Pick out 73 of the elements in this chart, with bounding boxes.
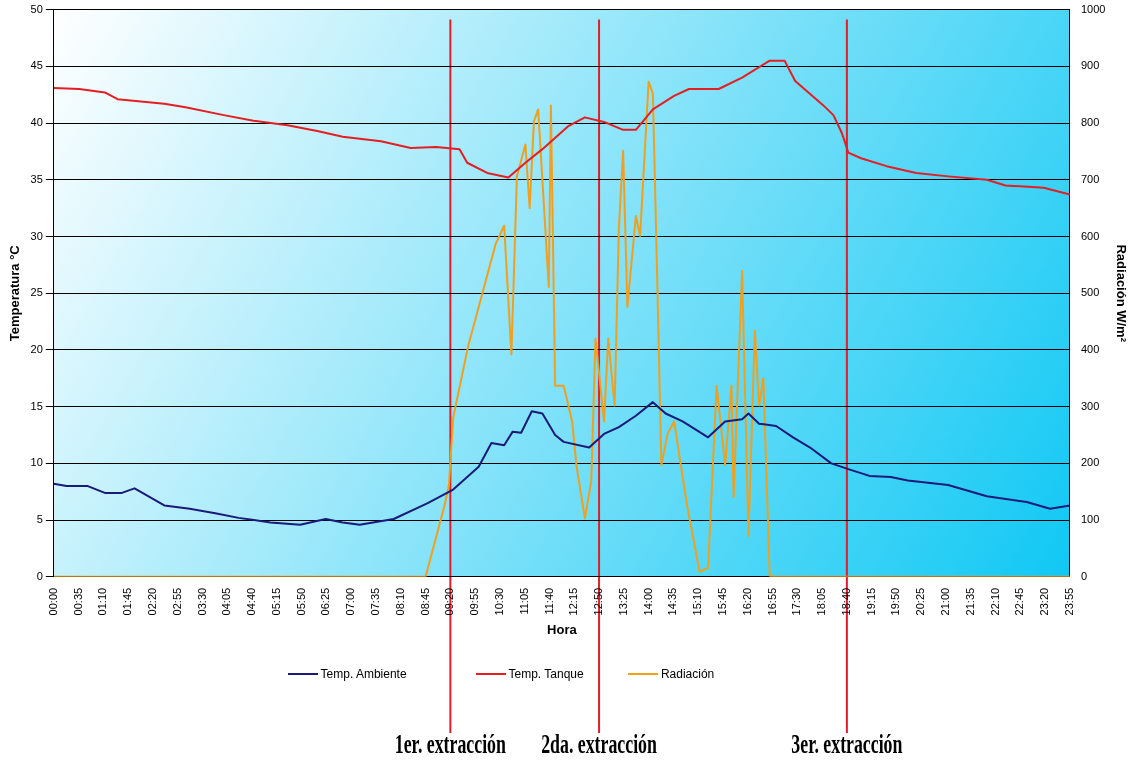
x-tick-label: 12:15 <box>567 587 580 616</box>
y-tick-label: 5 <box>36 513 43 526</box>
x-tick-label: 08:45 <box>418 587 431 616</box>
x-tick-label: 02:55 <box>170 587 183 616</box>
x-axis-title: Hora <box>547 621 578 637</box>
x-tick-label: 10:30 <box>492 587 505 616</box>
y2-tick-label: 900 <box>1080 59 1100 72</box>
x-tick-label: 09:20 <box>443 587 456 616</box>
y2-tick-label: 600 <box>1080 229 1100 242</box>
y-tick-label: 30 <box>30 229 43 242</box>
y2-tick-label: 800 <box>1080 116 1100 129</box>
y2-tick-label: 300 <box>1080 399 1100 412</box>
y2-tick-label: 100 <box>1080 513 1100 526</box>
x-tick-label: 16:55 <box>765 587 778 616</box>
x-tick-label: 09:55 <box>468 587 481 616</box>
x-tick-label: 14:00 <box>641 587 654 616</box>
x-tick-label: 18:05 <box>815 587 828 616</box>
x-tick-label: 01:10 <box>96 587 109 616</box>
x-tick-label: 05:15 <box>269 587 282 616</box>
x-tick-label: 23:55 <box>1062 587 1075 616</box>
ref-line-label: 1er. extracción <box>394 729 507 759</box>
x-tick-label: 14:35 <box>666 587 679 616</box>
x-tick-label: 04:40 <box>245 587 258 616</box>
y2-tick-label: 1000 <box>1080 2 1106 15</box>
x-tick-label: 11:40 <box>542 587 555 615</box>
x-tick-label: 21:35 <box>963 587 976 616</box>
x-tick-label: 12:50 <box>592 587 605 616</box>
x-tick-label: 11:05 <box>517 587 530 615</box>
x-tick-label: 04:05 <box>220 587 233 616</box>
x-tick-label: 15:10 <box>691 587 704 616</box>
x-tick-label: 19:15 <box>864 587 877 616</box>
x-tick-label: 01:45 <box>121 587 134 616</box>
y-tick-label: 40 <box>30 116 43 129</box>
y-tick-label: 15 <box>30 399 43 412</box>
x-tick-label: 02:20 <box>146 587 158 616</box>
x-tick-label: 19:50 <box>889 587 902 616</box>
x-tick-label: 08:10 <box>393 587 406 616</box>
legend-label: Temp. Ambiente <box>320 667 407 681</box>
x-tick-label: 03:30 <box>195 587 208 616</box>
y-tick-label: 50 <box>30 2 43 15</box>
y-axis-title: Temperatura °C <box>7 244 23 342</box>
y-tick-label: 10 <box>30 456 43 469</box>
y-tick-label: 20 <box>30 343 43 355</box>
legend-label: Temp. Tanque <box>508 667 584 681</box>
x-tick-label: 07:35 <box>369 587 382 616</box>
y2-tick-label: 500 <box>1080 286 1100 299</box>
y-tick-label: 35 <box>30 172 43 185</box>
y-tick-label: 25 <box>30 286 43 299</box>
x-tick-label: 05:50 <box>294 587 307 616</box>
x-tick-label: 20:25 <box>914 587 927 616</box>
y2-tick-label: 700 <box>1080 172 1100 185</box>
x-tick-label: 21:00 <box>939 587 952 616</box>
y-tick-label: 0 <box>36 569 43 582</box>
y2-tick-label: 0 <box>1080 569 1088 582</box>
ref-line-label: 3er. extracción <box>791 729 903 759</box>
y2-tick-label: 200 <box>1080 456 1100 469</box>
x-tick-label: 06:25 <box>319 587 332 616</box>
x-tick-label: 16:20 <box>740 587 753 616</box>
x-tick-label: 15:45 <box>716 587 728 616</box>
legend-label: Radiación <box>660 667 715 681</box>
x-tick-label: 18:40 <box>839 587 852 616</box>
x-tick-label: 00:00 <box>46 587 59 616</box>
x-tick-label: 22:10 <box>988 587 1001 616</box>
x-tick-label: 07:00 <box>344 587 357 616</box>
y2-tick-label: 400 <box>1080 343 1100 355</box>
y2-axis-title: Radiación W/m² <box>1113 244 1129 343</box>
ref-line-label: 2da. extracción <box>541 729 658 759</box>
x-tick-label: 13:25 <box>616 587 629 616</box>
x-tick-label: 17:30 <box>790 587 803 616</box>
x-tick-label: 00:35 <box>71 587 84 616</box>
y-tick-label: 45 <box>30 59 43 72</box>
x-tick-label: 22:45 <box>1013 587 1026 616</box>
x-tick-label: 23:20 <box>1038 587 1051 616</box>
